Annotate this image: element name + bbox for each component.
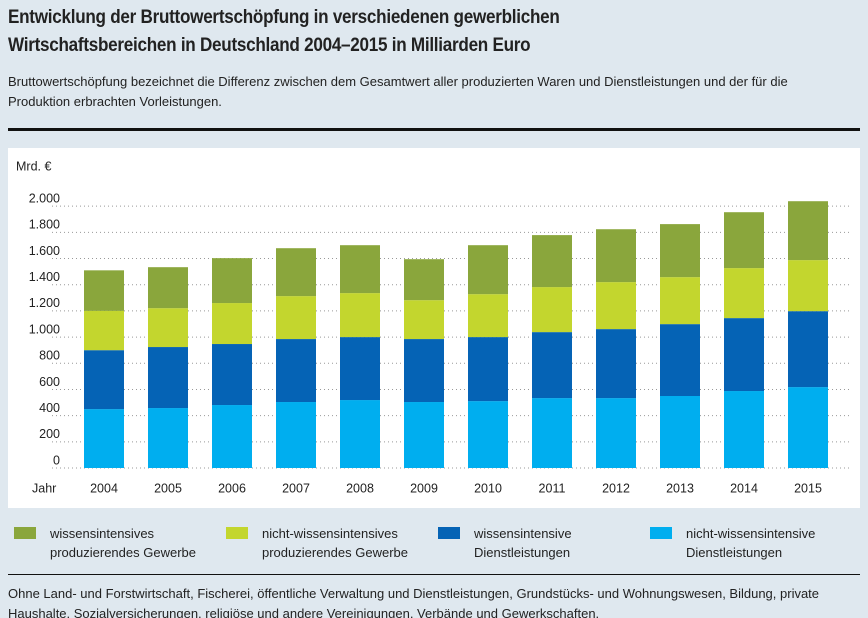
bar-segment — [276, 248, 316, 297]
x-tick-label: 2013 — [666, 481, 694, 495]
y-tick-label: 1.400 — [29, 270, 60, 284]
footnote: Ohne Land- und Forstwirtschaft, Fischere… — [8, 586, 820, 618]
bar-segment — [788, 387, 828, 468]
bar-segment — [340, 245, 380, 294]
bar-segment — [724, 268, 764, 319]
y-tick-label: 1.800 — [29, 218, 60, 232]
bar-segment — [212, 405, 252, 468]
bar-segment — [532, 287, 572, 333]
bar-segment — [532, 398, 572, 468]
x-tick-label: 2010 — [474, 481, 502, 495]
x-tick-label: 2006 — [218, 481, 246, 495]
bar-segment — [276, 296, 316, 340]
legend-label: nicht-wissensintensive Dienstleistungen — [686, 526, 816, 560]
bar-segment — [596, 282, 636, 330]
x-axis-label: Jahr — [32, 481, 56, 495]
bar-segment — [724, 391, 764, 468]
bar-segment — [660, 224, 700, 278]
x-tick-label: 2007 — [282, 481, 310, 495]
y-tick-label: 200 — [39, 427, 60, 441]
legend-swatch — [14, 527, 36, 539]
y-tick-label: 600 — [39, 375, 60, 389]
bar-segment — [212, 303, 252, 345]
bar-segment — [340, 400, 380, 468]
y-tick-label: 2.000 — [29, 191, 60, 205]
legend-label: wissensintensive Dienstleistungen — [474, 526, 572, 560]
legend-swatch — [650, 527, 672, 539]
x-tick-label: 2008 — [346, 481, 374, 495]
legend-label: wissensintensives produzierendes Gewerbe — [50, 526, 196, 560]
bar-segment — [148, 267, 188, 309]
bar-segment — [788, 260, 828, 312]
x-tick-label: 2004 — [90, 481, 118, 495]
bar-segment — [84, 270, 124, 311]
bar-segment — [84, 350, 124, 410]
subtitle: Bruttowertschöpfung bezeichnet die Diffe… — [8, 74, 788, 109]
bar-segment — [788, 311, 828, 388]
bar-segment — [468, 294, 508, 338]
bar-segment — [596, 229, 636, 283]
bar-segment — [148, 347, 188, 409]
bar-segment — [468, 337, 508, 402]
bar-segment — [212, 344, 252, 406]
bar-segment — [468, 401, 508, 468]
x-tick-label: 2015 — [794, 481, 822, 495]
rule — [8, 574, 860, 575]
bar-segment — [148, 308, 188, 348]
chart: Mrd. € Jahr 0 200 400 600 800 1.000 1.200 1.400… — [8, 148, 860, 508]
x-tick-label: 2009 — [410, 481, 438, 495]
y-tick-label: 1.000 — [29, 322, 60, 336]
bar-segment — [404, 402, 444, 468]
bar-segment — [84, 310, 124, 351]
bar-segment — [84, 409, 124, 468]
bar-segment — [788, 201, 828, 261]
bar-segment — [596, 329, 636, 399]
bar-segment — [532, 332, 572, 399]
title: Entwicklung der Bruttowertschöpfung in v… — [8, 7, 560, 56]
bar-segment — [276, 339, 316, 403]
bar-segment — [276, 402, 316, 468]
bar-segment — [660, 396, 700, 468]
x-tick-label: 2014 — [730, 481, 758, 495]
bar-segment — [404, 339, 444, 403]
y-tick-label: 800 — [39, 349, 60, 363]
y-tick-label: 1.200 — [29, 296, 60, 310]
legend-label: nicht-wissensintensives produzierendes G… — [262, 526, 408, 560]
bar-segment — [660, 324, 700, 396]
x-tick-label: 2012 — [602, 481, 630, 495]
bar-segment — [532, 235, 572, 288]
rule — [8, 128, 860, 131]
bar-segment — [724, 318, 764, 392]
bar-segment — [340, 337, 380, 401]
bar-segment — [404, 300, 444, 340]
bar-segment — [468, 245, 508, 295]
bar-segment — [340, 293, 380, 338]
bar-segment — [404, 259, 444, 301]
legend-swatch — [438, 527, 460, 539]
x-tick-label: 2005 — [154, 481, 182, 495]
bar-segment — [148, 408, 188, 468]
bar-segment — [660, 277, 700, 325]
legend-swatch — [226, 527, 248, 539]
y-tick-label: 1.600 — [29, 244, 60, 258]
bar-segment — [724, 212, 764, 269]
x-tick-label: 2011 — [539, 481, 566, 495]
bar-segment — [596, 398, 636, 468]
y-axis-label: Mrd. € — [16, 159, 51, 173]
y-tick-label: 0 — [53, 453, 60, 467]
y-tick-label: 400 — [39, 401, 60, 415]
bar-segment — [212, 258, 252, 304]
